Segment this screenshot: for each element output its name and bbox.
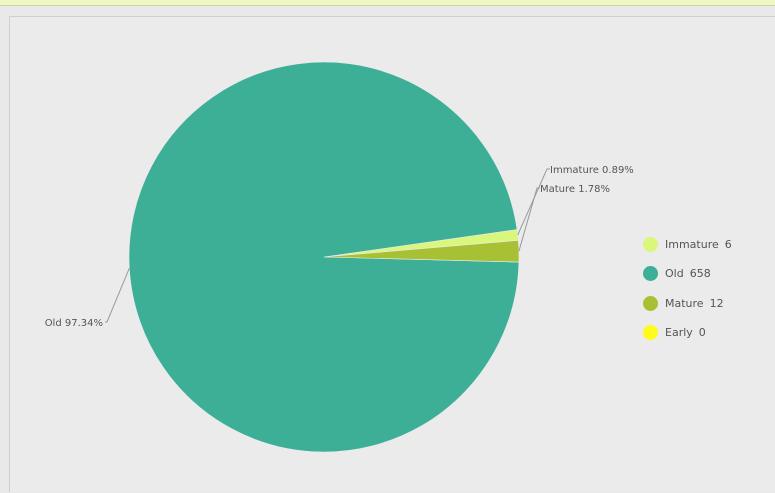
legend-dot-early: [643, 325, 658, 341]
legend-label: Mature: [665, 296, 704, 310]
slice-label-old: Old 97.34%: [45, 318, 103, 329]
legend-item-mature[interactable]: Mature 12: [643, 289, 732, 318]
slice-label-immature: Immature 0.89%: [550, 165, 634, 176]
legend-value: 6: [724, 238, 732, 252]
top-bar: [0, 0, 775, 6]
legend-value: 658: [689, 267, 711, 281]
chart-panel: Immature 0.89% Old 97.34% Mature 1.78% Imm…: [9, 16, 775, 492]
legend-value: 12: [709, 296, 724, 310]
pie-slice-mature[interactable]: [323, 240, 520, 263]
legend-label: Early: [665, 326, 693, 340]
legend-item-early[interactable]: Early 0: [643, 318, 732, 347]
leader-line-immature: [517, 168, 550, 236]
leader-line-old: [105, 268, 130, 323]
slice-label-mature: Mature 1.78%: [540, 184, 610, 195]
pie-chart: Immature 0.89% Old 97.34% Mature 1.78%: [45, 61, 634, 453]
legend-dot-immature: [643, 237, 658, 253]
legend-label: Immature: [665, 238, 719, 252]
leader-line-mature: [518, 187, 540, 252]
legend-item-immature[interactable]: Immature 6: [643, 230, 732, 259]
legend-dot-mature: [643, 295, 658, 311]
legend-dot-old: [643, 266, 658, 282]
legend-label: Old: [665, 267, 684, 281]
pie-slice-old[interactable]: [128, 61, 520, 453]
legend-item-old[interactable]: Old 658: [643, 259, 732, 288]
legend-value: 0: [698, 326, 706, 340]
legend: Immature 6 Old 658 Mature 12 Early 0: [643, 230, 732, 347]
